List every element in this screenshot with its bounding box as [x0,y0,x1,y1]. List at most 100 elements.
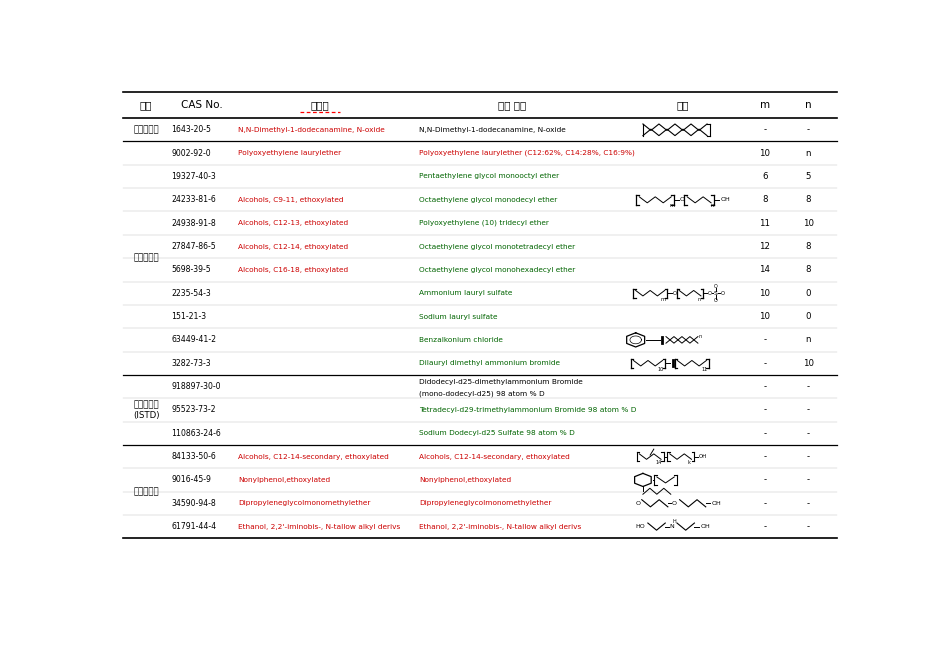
Text: k: k [688,460,691,465]
Text: Polyoxyethylene laurylether: Polyoxyethylene laurylether [238,150,342,156]
Text: H: H [673,519,677,524]
Text: 8: 8 [806,242,812,251]
Text: CAS No.: CAS No. [181,100,223,110]
Text: 14: 14 [656,460,662,465]
Text: O: O [671,501,677,506]
Text: -: - [763,335,767,344]
Text: 6: 6 [762,172,768,181]
Text: 계면활성제
(ISTD): 계면활성제 (ISTD) [133,400,159,420]
Text: Alcohols, C16-18, ethoxylated: Alcohols, C16-18, ethoxylated [238,267,348,273]
Text: n: n [806,148,812,157]
Text: 10: 10 [759,148,770,157]
Text: Octaethylene glycol monotetradecyl ether: Octaethylene glycol monotetradecyl ether [419,244,576,250]
Text: 11: 11 [701,366,708,372]
Text: Dipropyleneglycolmonomethylether: Dipropyleneglycolmonomethylether [238,501,371,506]
Text: n: n [710,203,713,208]
Text: 12: 12 [759,242,770,251]
Text: OH: OH [711,501,722,506]
Text: Ethanol, 2,2'-iminobis-, N-tallow alkyl derivs: Ethanol, 2,2'-iminobis-, N-tallow alkyl … [419,524,582,530]
Text: m: m [760,100,769,110]
Text: Dilauryl dimethyl ammonium bromide: Dilauryl dimethyl ammonium bromide [419,360,561,366]
Text: 10: 10 [759,312,770,321]
Text: n: n [698,334,702,339]
Text: -: - [807,452,810,461]
Text: Alcohols, C12-14-secondary, ethoxylated: Alcohols, C12-14-secondary, ethoxylated [419,453,570,460]
Text: OH: OH [721,197,730,203]
Text: 918897-30-0: 918897-30-0 [171,382,221,391]
Text: Nonylphenol,ethoxylated: Nonylphenol,ethoxylated [238,477,330,483]
Text: S: S [714,291,718,295]
Text: Alcohols, C12-14-secondary, ethoxylated: Alcohols, C12-14-secondary, ethoxylated [238,453,388,460]
Text: 구조: 구조 [677,100,689,110]
Text: 11: 11 [759,219,770,228]
Text: -: - [807,125,810,134]
Text: -: - [763,429,767,438]
Text: O: O [672,291,677,295]
Text: 0: 0 [806,312,812,321]
Text: Octaethylene glycol monodecyl ether: Octaethylene glycol monodecyl ether [419,197,558,203]
Text: Polyoxyethylene (10) tridecyl ether: Polyoxyethylene (10) tridecyl ether [419,220,549,226]
Text: 14: 14 [759,265,770,274]
Text: N,N-Dimethyl-1-dodecanamine, N-oxide: N,N-Dimethyl-1-dodecanamine, N-oxide [419,127,566,133]
Text: n: n [805,100,812,110]
Text: Ammonium lauryl sulfate: Ammonium lauryl sulfate [419,290,513,296]
Text: 0: 0 [806,289,812,298]
Text: OH: OH [700,524,710,529]
Text: -: - [807,382,810,391]
Text: 분석 물질: 분석 물질 [498,100,526,110]
Text: N,N-Dimethyl-1-dodecanamine, N-oxide: N,N-Dimethyl-1-dodecanamine, N-oxide [238,127,385,133]
Text: n: n [806,335,812,344]
Text: Pentaethylene glycol monooctyl ether: Pentaethylene glycol monooctyl ether [419,174,560,179]
Text: 9002-92-0: 9002-92-0 [171,148,211,157]
Text: -: - [807,522,810,531]
Text: Octaethylene glycol monohexadecyl ether: Octaethylene glycol monohexadecyl ether [419,267,576,273]
Text: HO: HO [636,524,646,529]
Text: 95523-73-2: 95523-73-2 [171,406,216,414]
Text: 10: 10 [803,219,813,228]
Text: 5: 5 [806,172,812,181]
Text: Alcohols, C12-13, ethoxylated: Alcohols, C12-13, ethoxylated [238,220,348,226]
Text: m: m [660,297,665,302]
Text: O: O [708,291,711,295]
Text: 19327-40-3: 19327-40-3 [171,172,216,181]
Text: 3282-73-3: 3282-73-3 [171,359,211,368]
Text: Benzalkonium chloride: Benzalkonium chloride [419,337,504,343]
Text: 8: 8 [806,195,812,204]
Text: 8: 8 [806,265,812,274]
Text: Alcohols, C9-11, ethoxylated: Alcohols, C9-11, ethoxylated [238,197,344,203]
Text: m: m [669,203,675,208]
Text: 성분명: 성분명 [311,100,329,110]
Text: O: O [721,291,724,295]
Text: 61791-44-4: 61791-44-4 [171,522,216,531]
Text: 1643-20-5: 1643-20-5 [171,125,212,134]
Text: Nonylphenol,ethoxylated: Nonylphenol,ethoxylated [419,477,512,483]
Text: Tetradecyl-d29-trimethylammonium Bromide 98 atom % D: Tetradecyl-d29-trimethylammonium Bromide… [419,407,636,413]
Text: -: - [763,475,767,484]
Text: -: - [763,522,767,531]
Text: 27847-86-5: 27847-86-5 [171,242,216,251]
Text: 10: 10 [657,366,664,372]
Text: -: - [763,382,767,391]
Text: 계면활성제: 계면활성제 [133,487,159,496]
Text: 9016-45-9: 9016-45-9 [171,475,212,484]
Text: Sodium Dodecyl-d25 Sulfate 98 atom % D: Sodium Dodecyl-d25 Sulfate 98 atom % D [419,430,576,436]
Text: OH: OH [699,454,708,459]
Text: n: n [697,297,700,302]
Text: Dipropyleneglycolmonomethylether: Dipropyleneglycolmonomethylether [419,501,552,506]
Text: Alcohols, C12-14, ethoxylated: Alcohols, C12-14, ethoxylated [238,244,348,250]
Text: 8: 8 [762,195,768,204]
Text: 84133-50-6: 84133-50-6 [171,452,216,461]
Text: 계면활성제: 계면활성제 [133,253,159,263]
Text: O: O [680,197,684,203]
Text: 34590-94-8: 34590-94-8 [171,499,216,508]
Text: 63449-41-2: 63449-41-2 [171,335,216,344]
Text: 10: 10 [803,359,813,368]
Text: 10: 10 [759,289,770,298]
Text: -: - [763,359,767,368]
Text: N: N [669,524,674,529]
Text: -: - [807,499,810,508]
Text: 분류: 분류 [139,100,153,110]
Text: -: - [807,429,810,438]
Text: Ethanol, 2,2'-iminobis-, N-tallow alkyl derivs: Ethanol, 2,2'-iminobis-, N-tallow alkyl … [238,524,401,530]
Text: 151-21-3: 151-21-3 [171,312,207,321]
